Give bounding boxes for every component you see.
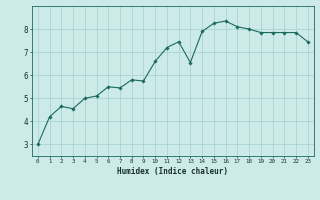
X-axis label: Humidex (Indice chaleur): Humidex (Indice chaleur): [117, 167, 228, 176]
